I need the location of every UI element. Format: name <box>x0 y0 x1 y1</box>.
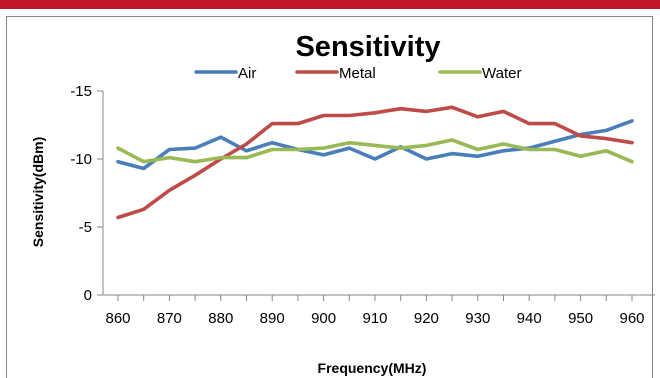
x-tick-label: 880 <box>208 310 233 327</box>
x-axis-title: Frequency(MHz) <box>318 360 427 376</box>
y-axis-title: Sensitivity(dBm) <box>30 137 46 247</box>
legend-label-air: Air <box>238 65 256 82</box>
x-tick-label: 890 <box>260 310 285 327</box>
y-tick-label: 0 <box>84 287 92 304</box>
series-line-water <box>116 138 634 164</box>
legend-label-water: Water <box>482 65 521 82</box>
x-tick-label: 920 <box>414 310 439 327</box>
series-line-air <box>116 119 634 171</box>
x-tick-label: 940 <box>517 310 542 327</box>
x-tick-label: 910 <box>362 310 387 327</box>
chart-title: Sensitivity <box>295 31 440 63</box>
x-tick-label: 930 <box>465 310 490 327</box>
x-tick-label: 950 <box>568 310 593 327</box>
y-axis: -15 -10 -5 0 <box>70 83 104 304</box>
legend-label-metal: Metal <box>339 65 376 82</box>
y-tick-label: -10 <box>70 151 92 168</box>
x-axis: 860 870 880 890 900 910 920 930 940 950 960 <box>103 294 655 327</box>
series-group <box>116 105 634 220</box>
y-tick-label: -5 <box>79 219 92 236</box>
x-tick-label: 900 <box>311 310 336 327</box>
header-accent-bar <box>0 0 660 9</box>
legend: Air Metal Water <box>194 65 521 82</box>
x-tick-label: 860 <box>105 310 130 327</box>
chart-frame <box>6 16 653 378</box>
x-tick-label: 960 <box>619 310 644 327</box>
y-tick-label: -15 <box>70 83 92 100</box>
x-tick-label: 870 <box>157 310 182 327</box>
series-line-metal <box>116 105 634 220</box>
